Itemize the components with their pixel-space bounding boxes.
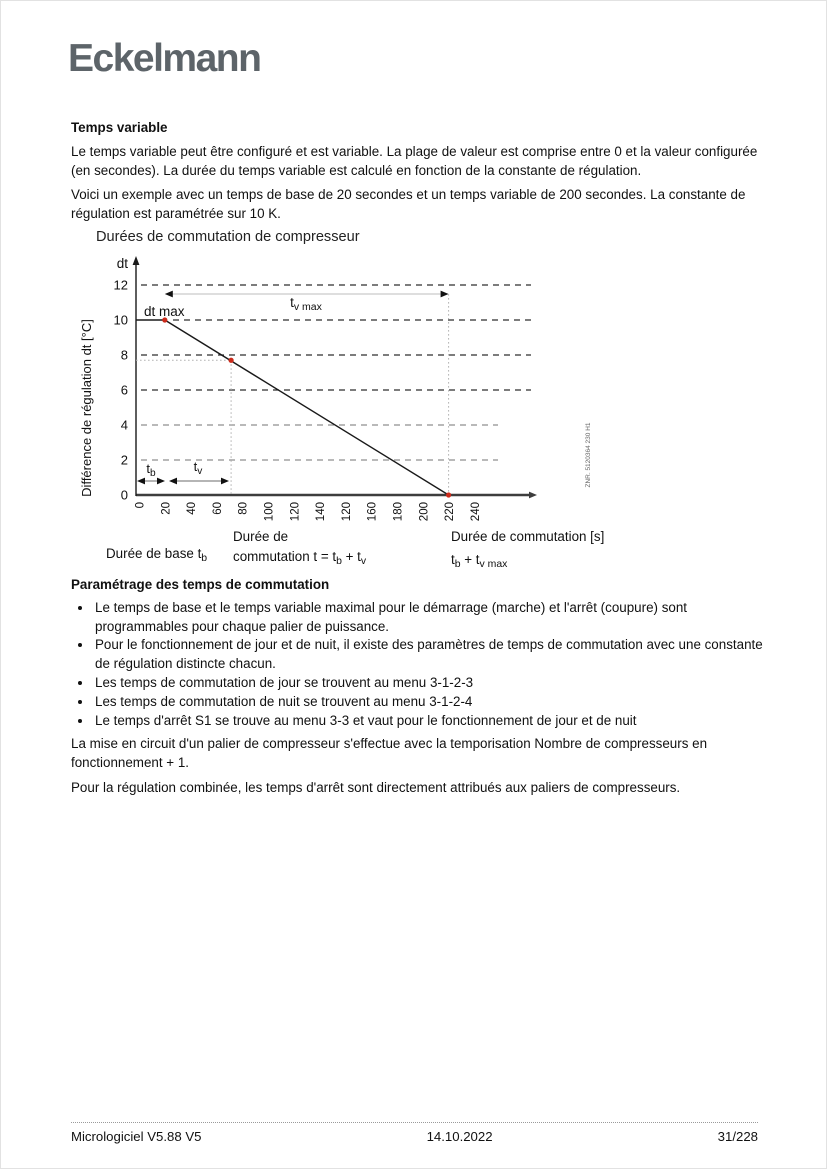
data-point <box>228 357 234 363</box>
footer-page-number: 31/228 <box>717 1129 758 1144</box>
tb-plus-tvmax-label: tb + tv max <box>451 552 508 570</box>
bullet-item: Les temps de commutation de jour se trou… <box>93 674 763 693</box>
paragraph: Voici un exemple avec un temps de base d… <box>71 187 746 222</box>
y-tick-label: 6 <box>121 382 128 397</box>
x-tick-label: 60 <box>212 502 224 515</box>
x-tick-label: 120 <box>341 502 353 521</box>
bullet-item: Le temps de base et le temps variable ma… <box>93 599 763 637</box>
series-line <box>136 319 449 496</box>
arrowhead <box>132 255 140 265</box>
page-footer: Micrologiciel V5.88 V5 14.10.2022 31/228 <box>71 1122 758 1144</box>
arrowhead <box>157 477 165 485</box>
eckelmann-logo: Eckelmann <box>68 37 262 80</box>
y-tick-label: 2 <box>121 452 128 467</box>
switch-time-label-line2: commutation t = tb + tv <box>233 549 367 567</box>
x-tick-label: 80 <box>238 502 250 515</box>
chart-title: Durées de commutation de compresseur <box>96 228 360 245</box>
switch-time-label-line1: Durée de <box>233 529 288 544</box>
x-axis-unit-label: Durée de commutation [s] <box>451 529 604 544</box>
bullet-item: Les temps de commutation de nuit se trou… <box>93 693 763 712</box>
arrowhead <box>169 477 177 485</box>
base-time-label: Durée de base tb <box>106 546 207 564</box>
y-tick-label: 10 <box>114 312 128 327</box>
x-tick-label: 180 <box>393 502 405 521</box>
x-tick-label: 120 <box>289 502 301 521</box>
tb-label: tb <box>146 461 156 479</box>
dt-max-label: dt max <box>144 304 185 319</box>
y-tick-label: 4 <box>121 417 128 432</box>
tv-label: tv <box>194 459 204 477</box>
x-tick-label: 220 <box>444 502 456 521</box>
y-axis-label: Différence de régulation dt [°C] <box>79 319 94 497</box>
data-point <box>162 317 168 323</box>
y-tick-label: 0 <box>121 487 128 502</box>
x-tick-label: 0 <box>135 502 147 508</box>
y-tick-label: 8 <box>121 347 128 362</box>
section-heading-parametrage: Paramétrage des temps de commutation <box>71 576 330 592</box>
chart-canvas: 0 2 4 6 8 10 12 dt 0 20 40 60 80 100 120 140 120 160 180 20… <box>79 255 604 570</box>
x-tick-label: 100 <box>264 502 276 521</box>
x-tick-label: 140 <box>315 502 327 521</box>
arrowhead <box>137 477 145 485</box>
y-axis-arrow-label: dt <box>117 256 129 271</box>
bullet-item: Pour le fonctionnement de jour et de nui… <box>93 636 763 674</box>
bullet-list: Le temps de base et le temps variable ma… <box>71 599 763 731</box>
arrowhead <box>221 477 229 485</box>
arrowhead <box>164 290 173 298</box>
paragraph: Le temps variable peut être configuré et… <box>71 143 758 178</box>
data-point <box>446 492 452 498</box>
paragraph: Pour la régulation combinée, les temps d… <box>71 779 681 795</box>
tv-max-label: tv max <box>290 295 323 313</box>
arrowhead <box>440 290 449 298</box>
chart-doc-number: ZNR. 5120364 230 H1 <box>585 422 592 487</box>
page-content: Temps variable Le temps variable peut êt… <box>71 119 763 798</box>
x-tick-label: 200 <box>418 502 430 521</box>
x-tick-label: 20 <box>160 502 172 515</box>
bullet-item: Le temps d'arrêt S1 se trouve au menu 3-… <box>93 712 763 731</box>
footer-date: 14.10.2022 <box>426 1129 493 1144</box>
footer-firmware-version: Micrologiciel V5.88 V5 <box>71 1129 202 1144</box>
x-tick-label: 40 <box>186 502 198 515</box>
x-tick-label: 160 <box>367 502 379 521</box>
y-tick-label: 12 <box>114 277 128 292</box>
x-tick-label: 240 <box>470 502 482 521</box>
section-heading-temps-variable: Temps variable <box>71 120 168 135</box>
paragraph: La mise en circuit d'un palier de compre… <box>71 736 708 771</box>
arrowhead <box>529 491 537 499</box>
